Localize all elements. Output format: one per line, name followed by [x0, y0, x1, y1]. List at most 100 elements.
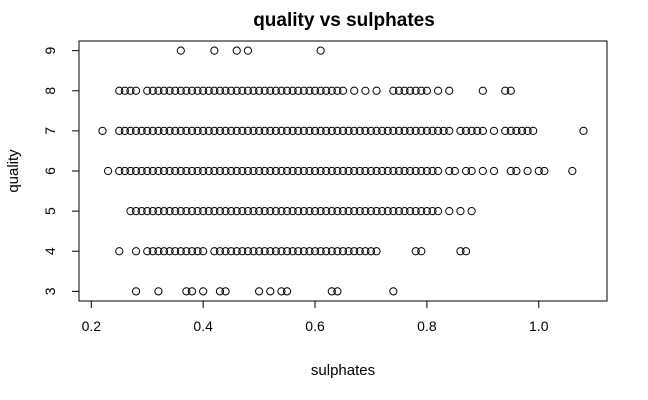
data-point: [204, 207, 213, 216]
data-point: [333, 166, 342, 176]
data-point: [227, 86, 236, 95]
data-point: [210, 247, 219, 256]
data-point: [210, 86, 219, 95]
data-point: [154, 247, 163, 256]
data-point: [165, 86, 174, 95]
data-point: [215, 247, 225, 256]
data-point: [271, 86, 280, 95]
data-point: [227, 166, 236, 176]
data-point: [221, 86, 230, 95]
data-point: [115, 166, 124, 176]
data-point: [305, 126, 314, 135]
data-point: [338, 126, 348, 135]
data-point: [310, 247, 320, 256]
data-point: [467, 166, 476, 176]
data-point: [232, 247, 241, 256]
data-point: [512, 126, 521, 135]
data-point: [523, 166, 532, 176]
data-point: [266, 287, 275, 296]
data-point: [411, 207, 420, 216]
data-point: [260, 207, 269, 216]
data-point: [366, 166, 376, 176]
data-point: [182, 287, 191, 296]
data-point: [171, 126, 180, 135]
data-point: [243, 86, 253, 95]
data-point: [417, 166, 426, 176]
x-tick-label: 0.4: [193, 318, 213, 334]
data-point: [445, 86, 454, 95]
data-point: [411, 247, 420, 256]
data-point: [389, 166, 398, 176]
data-point: [148, 126, 157, 135]
data-point: [238, 247, 247, 256]
data-point: [316, 247, 325, 256]
data-point: [193, 247, 202, 256]
x-axis-label: sulphates: [311, 362, 375, 379]
data-point: [249, 207, 258, 216]
data-point: [199, 247, 208, 256]
data-point: [255, 287, 264, 296]
data-point: [271, 166, 280, 176]
data-point: [126, 166, 135, 176]
data-point: [176, 46, 185, 55]
data-point: [282, 126, 292, 135]
data-point: [159, 166, 169, 176]
data-point: [271, 207, 280, 216]
data-point: [277, 166, 286, 176]
data-point: [232, 207, 241, 216]
data-point: [417, 126, 426, 135]
data-point: [115, 86, 124, 95]
data-point: [344, 126, 353, 135]
data-point: [422, 207, 431, 216]
data-point: [406, 166, 415, 176]
data-point: [579, 126, 588, 135]
data-point: [361, 126, 370, 135]
data-point: [406, 207, 415, 216]
data-point: [333, 207, 342, 216]
data-point: [400, 207, 409, 216]
data-point: [355, 126, 364, 135]
data-point: [277, 247, 286, 256]
data-point: [154, 166, 163, 176]
data-point: [461, 166, 471, 176]
data-point: [299, 207, 308, 216]
data-point: [489, 126, 499, 135]
data-point: [478, 166, 487, 176]
data-point: [227, 247, 236, 256]
data-point: [288, 126, 297, 135]
data-point: [204, 126, 213, 135]
data-point: [171, 247, 180, 256]
data-point: [182, 247, 191, 256]
data-point: [277, 126, 286, 135]
data-point: [103, 166, 113, 176]
data-point: [366, 207, 376, 216]
data-point: [131, 126, 141, 135]
data-point: [428, 126, 437, 135]
data-point: [282, 247, 292, 256]
data-point: [568, 166, 577, 176]
y-tick-label: 7: [42, 127, 58, 135]
data-point: [361, 86, 370, 95]
data-point: [305, 247, 314, 256]
data-point: [506, 126, 515, 135]
data-point: [171, 166, 180, 176]
data-point: [243, 126, 253, 135]
data-point: [204, 86, 213, 95]
data-point: [428, 166, 437, 176]
data-point: [456, 207, 465, 216]
data-point: [299, 166, 308, 176]
data-point: [389, 126, 398, 135]
data-point: [143, 166, 152, 176]
data-point: [523, 126, 532, 135]
data-point: [199, 287, 208, 296]
data-point: [154, 126, 163, 135]
data-point: [406, 86, 415, 95]
data-point: [215, 166, 225, 176]
data-point: [271, 126, 280, 135]
data-point: [187, 287, 197, 296]
data-point: [322, 247, 331, 256]
data-point: [143, 86, 152, 95]
data-point: [433, 166, 443, 176]
data-point: [534, 166, 543, 176]
data-point: [232, 166, 241, 176]
